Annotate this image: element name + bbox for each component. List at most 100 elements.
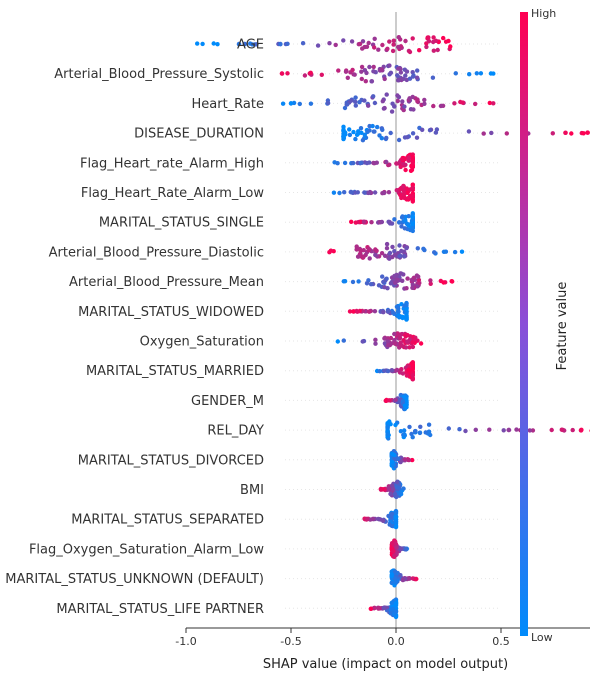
shap-point	[407, 76, 413, 81]
shap-point	[328, 248, 334, 253]
feature-label: Flag_Heart_Rate_Alarm_Low	[81, 186, 265, 201]
shap-point	[349, 39, 355, 44]
shap-point	[211, 41, 216, 46]
shap-point	[364, 281, 370, 286]
shap-point	[401, 338, 407, 343]
shap-point	[285, 41, 290, 46]
shap-point	[410, 373, 415, 378]
shap-point	[401, 107, 406, 113]
shap-point	[285, 71, 290, 76]
x-tick-label: 0.0	[387, 635, 405, 648]
shap-point	[396, 66, 401, 71]
shap-point	[358, 160, 363, 166]
shap-point	[337, 190, 342, 196]
shap-point	[404, 302, 409, 308]
shap-point	[410, 435, 415, 440]
shap-point	[373, 341, 378, 346]
shap-point	[410, 285, 415, 290]
shap-point	[397, 370, 403, 375]
shap-point	[398, 429, 404, 434]
shap-point	[402, 226, 407, 231]
shap-point	[366, 246, 372, 252]
shap-point	[350, 279, 356, 285]
shap-point	[288, 101, 294, 106]
shap-point	[386, 309, 391, 314]
shap-point	[365, 517, 370, 522]
shap-point	[402, 104, 407, 109]
shap-point	[354, 132, 360, 137]
shap-point	[411, 107, 416, 112]
shap-point	[351, 309, 356, 314]
feature-label: REL_DAY	[207, 424, 264, 439]
shap-point	[379, 67, 384, 72]
shap-point	[391, 42, 396, 47]
shap-point	[242, 41, 247, 47]
shap-point	[415, 284, 420, 289]
shap-point	[403, 345, 409, 350]
shap-point	[392, 341, 398, 346]
shap-point	[474, 71, 479, 76]
shap-point	[390, 606, 395, 612]
shap-point	[342, 105, 348, 111]
shap-point	[405, 276, 410, 281]
shap-point	[388, 491, 393, 497]
shap-point	[367, 256, 372, 261]
shap-point	[410, 225, 415, 230]
shap-point	[389, 511, 395, 516]
shap-point	[377, 606, 382, 611]
shap-point	[371, 94, 376, 99]
shap-point	[404, 286, 409, 291]
shap-point	[427, 128, 433, 133]
shap-point	[404, 245, 409, 251]
shap-point	[347, 309, 353, 314]
shap-point	[394, 188, 399, 193]
shap-point	[343, 130, 348, 135]
shap-point	[345, 75, 350, 81]
shap-point	[336, 68, 341, 73]
shap-point	[412, 336, 418, 342]
shap-point	[388, 70, 394, 76]
shap-point	[341, 124, 346, 129]
shap-point	[279, 71, 285, 76]
shap-point	[399, 195, 404, 201]
shap-point	[428, 278, 433, 283]
shap-point	[406, 367, 411, 372]
feature-label: BMI	[240, 483, 264, 498]
shap-point	[382, 336, 387, 341]
shap-point	[407, 49, 413, 55]
shap-point	[353, 99, 358, 104]
shap-point	[395, 73, 400, 78]
shap-point	[359, 64, 365, 70]
shap-point	[421, 246, 426, 251]
shap-point	[382, 190, 387, 196]
shap-point	[418, 341, 424, 346]
feature-label: MARITAL_STATUS_UNKNOWN (DEFAULT)	[5, 572, 264, 587]
feature-label: AGE	[237, 38, 264, 53]
shap-point	[431, 48, 436, 53]
shap-point	[393, 514, 399, 520]
shap-point	[360, 138, 366, 143]
shap-point	[426, 35, 431, 40]
shap-point	[396, 485, 402, 491]
shap-point	[417, 48, 422, 53]
shap-point	[459, 249, 465, 254]
shap-point	[394, 479, 400, 485]
shap-point	[391, 549, 396, 554]
shap-point	[358, 126, 364, 131]
shap-point	[393, 397, 398, 402]
shap-point	[441, 280, 446, 285]
shap-point	[390, 244, 395, 250]
shap-point	[399, 367, 404, 372]
shap-point	[368, 282, 374, 287]
shap-point	[360, 39, 366, 44]
shap-point	[355, 254, 361, 259]
shap-point	[406, 158, 411, 163]
shap-point	[379, 251, 385, 256]
shap-point	[356, 129, 361, 134]
shap-point	[350, 67, 355, 73]
shap-point	[491, 101, 496, 106]
shap-point	[389, 109, 395, 114]
shap-point	[362, 98, 367, 103]
shap-point	[392, 280, 398, 285]
